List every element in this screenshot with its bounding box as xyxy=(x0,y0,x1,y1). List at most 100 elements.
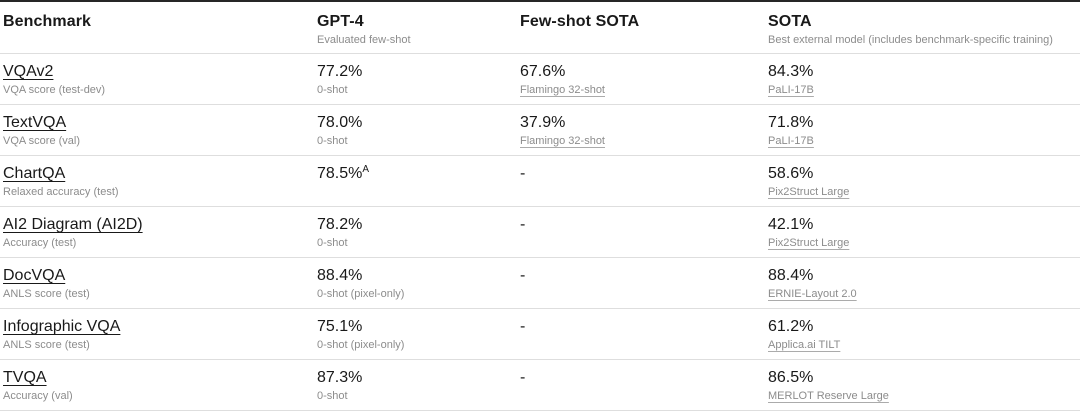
sota-model-link[interactable]: PaLI-17B xyxy=(768,135,814,147)
fewshot-sota-cell: 37.9% Flamingo 32-shot xyxy=(520,104,768,156)
gpt4-note: 0-shot xyxy=(317,135,348,147)
fewshot-sota-model-link[interactable]: Flamingo 32-shot xyxy=(520,135,605,147)
column-header-fewshot-sota: Few-shot SOTA xyxy=(520,1,768,54)
gpt4-cell: 78.5%A xyxy=(317,155,520,207)
column-header-label: GPT-4 xyxy=(317,13,364,30)
benchmark-cell: TextVQA VQA score (val) xyxy=(0,104,317,156)
gpt4-note: 0-shot (pixel-only) xyxy=(317,288,405,300)
benchmark-metric: ANLS score (test) xyxy=(3,339,90,351)
fewshot-sota-cell: 31.0% MERLOT Reserve 0-shot xyxy=(520,410,768,419)
benchmark-link[interactable]: Infographic VQA xyxy=(3,318,121,335)
gpt4-note: 0-shot xyxy=(317,84,348,96)
fewshot-sota-cell: - xyxy=(520,155,768,207)
benchmark-cell: VQAv2 VQA score (test-dev) xyxy=(0,53,317,105)
gpt4-cell: 87.3% 0-shot xyxy=(317,359,520,411)
benchmark-link[interactable]: VQAv2 xyxy=(3,63,54,80)
sota-score: 88.4% xyxy=(768,267,814,284)
sota-cell: 86.5% MERLOT Reserve Large xyxy=(768,359,1080,411)
gpt4-note: 0-shot xyxy=(317,390,348,402)
benchmark-cell: ChartQA Relaxed accuracy (test) xyxy=(0,155,317,207)
sota-score: 84.3% xyxy=(768,63,814,80)
column-header-label: Few-shot SOTA xyxy=(520,13,640,30)
benchmark-metric: VQA score (val) xyxy=(3,135,81,147)
column-header-sublabel: Evaluated few-shot xyxy=(317,34,411,46)
column-header-label: SOTA xyxy=(768,13,812,30)
sota-cell: 52.9% MERLOT xyxy=(768,410,1080,419)
fewshot-sota-cell: - xyxy=(520,308,768,360)
gpt4-score: 87.3% xyxy=(317,369,363,386)
benchmark-link[interactable]: TVQA xyxy=(3,369,47,386)
column-header-sota: SOTA Best external model (includes bench… xyxy=(768,1,1080,54)
sota-score: 61.2% xyxy=(768,318,814,335)
table-row: VQAv2 VQA score (test-dev) 77.2% 0-shot … xyxy=(0,53,1080,105)
gpt4-score: 78.0% xyxy=(317,114,363,131)
fewshot-sota-score: - xyxy=(520,267,526,284)
benchmark-cell: DocVQA ANLS score (test) xyxy=(0,257,317,309)
header-row: Benchmark GPT-4 Evaluated few-shot Few-s… xyxy=(0,1,1080,54)
sota-model-link[interactable]: Pix2Struct Large xyxy=(768,186,850,198)
fewshot-sota-score: 67.6% xyxy=(520,63,566,80)
sota-score: 42.1% xyxy=(768,216,814,233)
table-row: Infographic VQA ANLS score (test) 75.1% … xyxy=(0,308,1080,360)
gpt4-cell: 78.0% 0-shot xyxy=(317,104,520,156)
fewshot-sota-score: - xyxy=(520,165,526,182)
column-header-label: Benchmark xyxy=(3,13,92,30)
fewshot-sota-score: - xyxy=(520,369,526,386)
gpt4-note: 0-shot (pixel-only) xyxy=(317,339,405,351)
benchmark-cell: Infographic VQA ANLS score (test) xyxy=(0,308,317,360)
sota-cell: 84.3% PaLI-17B xyxy=(768,53,1080,105)
sota-model-link[interactable]: MERLOT Reserve Large xyxy=(768,390,889,402)
benchmark-metric: Relaxed accuracy (test) xyxy=(3,186,119,198)
sota-score: 58.6% xyxy=(768,165,814,182)
fewshot-sota-score: 37.9% xyxy=(520,114,566,131)
fewshot-sota-cell: 67.6% Flamingo 32-shot xyxy=(520,53,768,105)
fewshot-sota-cell: - xyxy=(520,257,768,309)
sota-score: 86.5% xyxy=(768,369,814,386)
table-row: DocVQA ANLS score (test) 88.4% 0-shot (p… xyxy=(0,257,1080,309)
gpt4-score: 78.5% xyxy=(317,165,363,182)
sota-cell: 88.4% ERNIE-Layout 2.0 xyxy=(768,257,1080,309)
sota-model-link[interactable]: Applica.ai TILT xyxy=(768,339,841,351)
benchmark-cell: LSMDC Fill-in-the-blank accuracy (test) xyxy=(0,410,317,419)
fewshot-sota-model-link[interactable]: Flamingo 32-shot xyxy=(520,84,605,96)
footnote-marker: A xyxy=(362,164,370,175)
sota-model-link[interactable]: Pix2Struct Large xyxy=(768,237,850,249)
table-row: ChartQA Relaxed accuracy (test) 78.5%A -… xyxy=(0,155,1080,207)
gpt4-score: 77.2% xyxy=(317,63,363,80)
gpt4-cell: 45.7% 0-shot xyxy=(317,410,520,419)
gpt4-score: 88.4% xyxy=(317,267,363,284)
table-row: TVQA Accuracy (val) 87.3% 0-shot - 86.5%… xyxy=(0,359,1080,411)
sota-cell: 71.8% PaLI-17B xyxy=(768,104,1080,156)
benchmark-link[interactable]: ChartQA xyxy=(3,165,66,182)
gpt4-cell: 75.1% 0-shot (pixel-only) xyxy=(317,308,520,360)
gpt4-score: 78.2% xyxy=(317,216,363,233)
benchmark-link[interactable]: AI2 Diagram (AI2D) xyxy=(3,216,143,233)
sota-cell: 42.1% Pix2Struct Large xyxy=(768,206,1080,258)
sota-model-link[interactable]: PaLI-17B xyxy=(768,84,814,96)
column-header-gpt4: GPT-4 Evaluated few-shot xyxy=(317,1,520,54)
benchmark-link[interactable]: DocVQA xyxy=(3,267,66,284)
benchmark-metric: Accuracy (test) xyxy=(3,237,77,249)
benchmark-cell: AI2 Diagram (AI2D) Accuracy (test) xyxy=(0,206,317,258)
benchmark-link[interactable]: TextVQA xyxy=(3,114,67,131)
benchmark-metric: ANLS score (test) xyxy=(3,288,90,300)
benchmark-metric: VQA score (test-dev) xyxy=(3,84,106,96)
sota-model-link[interactable]: ERNIE-Layout 2.0 xyxy=(768,288,857,300)
table-row: AI2 Diagram (AI2D) Accuracy (test) 78.2%… xyxy=(0,206,1080,258)
gpt4-cell: 78.2% 0-shot xyxy=(317,206,520,258)
table-row: TextVQA VQA score (val) 78.0% 0-shot 37.… xyxy=(0,104,1080,156)
table-row: LSMDC Fill-in-the-blank accuracy (test) … xyxy=(0,410,1080,419)
benchmark-cell: TVQA Accuracy (val) xyxy=(0,359,317,411)
fewshot-sota-score: - xyxy=(520,318,526,335)
sota-cell: 61.2% Applica.ai TILT xyxy=(768,308,1080,360)
column-header-benchmark: Benchmark xyxy=(0,1,317,54)
gpt4-note: 0-shot xyxy=(317,237,348,249)
sota-cell: 58.6% Pix2Struct Large xyxy=(768,155,1080,207)
fewshot-sota-score: - xyxy=(520,216,526,233)
column-header-sublabel: Best external model (includes benchmark-… xyxy=(768,34,1053,46)
sota-score: 71.8% xyxy=(768,114,814,131)
gpt4-cell: 77.2% 0-shot xyxy=(317,53,520,105)
fewshot-sota-cell: - xyxy=(520,359,768,411)
